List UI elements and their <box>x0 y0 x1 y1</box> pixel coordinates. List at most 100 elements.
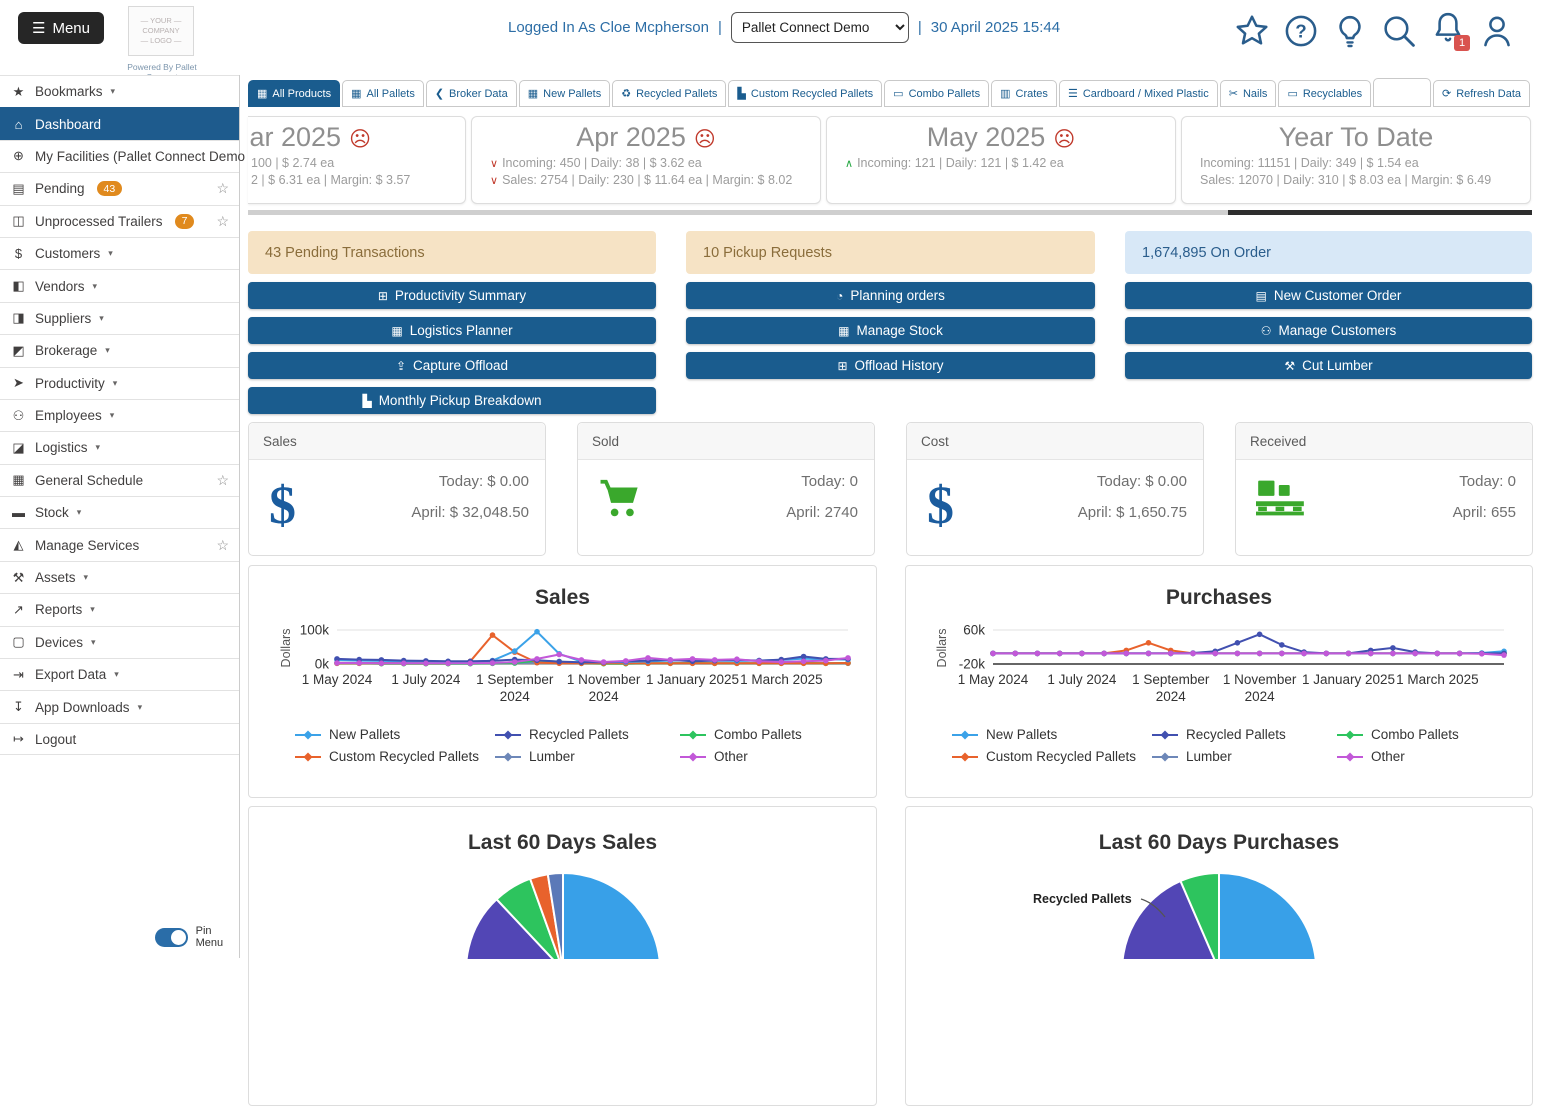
logo-line: — YOUR — <box>140 16 182 26</box>
share-icon: ❮ <box>434 88 445 100</box>
sidebar-item-customers[interactable]: $ Customers ▾ <box>0 236 239 269</box>
stat-card-values: Today: $ 0.00 April: $ 32,048.50 <box>411 473 529 521</box>
tab-recycled-pallets[interactable]: ♻ Recycled Pallets <box>612 80 727 107</box>
sidebar-item-label: Reports <box>35 602 83 618</box>
month-card-stat-line: Sales: 12070 | Daily: 310 | $ 8.03 ea | … <box>1182 173 1530 187</box>
sidebar-item-label: Unprocessed Trailers <box>35 213 163 229</box>
tab-all-products[interactable]: ▦ All Products <box>248 80 341 107</box>
legend-item-new-pallets[interactable]: New Pallets <box>295 727 495 742</box>
tab-cardboard-mixed-plastic[interactable]: ☰ Cardboard / Mixed Plastic <box>1058 80 1218 107</box>
sidebar-item-pending[interactable]: ▤ Pending 43 ☆ <box>0 172 239 204</box>
alert-banner-43-pending-transactions[interactable]: 43 Pending Transactions <box>248 231 656 274</box>
notifications-bell-icon[interactable] <box>1430 8 1466 48</box>
stat-line-text: Incoming: 11151 | Daily: 349 | $ 1.54 ea <box>1200 156 1419 170</box>
count-badge: 7 <box>174 213 195 229</box>
legend-item-recycled-pallets[interactable]: Recycled Pallets <box>495 727 680 742</box>
tab-broker-data[interactable]: ❮ Broker Data <box>425 80 517 107</box>
new-customer-order-button[interactable]: ▤ New Customer Order <box>1125 282 1532 309</box>
pin-menu-label: Pin Menu <box>195 925 224 949</box>
invoice-icon: ▤ <box>1255 288 1267 303</box>
legend-item-other[interactable]: Other <box>680 749 865 764</box>
refresh-data-tab[interactable]: ⟳ Refresh Data <box>1432 80 1530 107</box>
productivity-summary-button[interactable]: ⊞ Productivity Summary <box>248 282 656 309</box>
logistics-planner-button[interactable]: ▦ Logistics Planner <box>248 317 656 344</box>
sidebar-item-label: My Facilities (Pallet Connect Demo ) <box>35 148 254 164</box>
menu-button[interactable]: ☰ Menu <box>18 12 104 44</box>
sidebar-item-unprocessed-trailers[interactable]: ◫ Unprocessed Trailers 7 ☆ <box>0 204 239 237</box>
sidebar-item-label: Logistics <box>35 440 88 456</box>
facility-select[interactable]: Pallet Connect Demo <box>730 12 909 43</box>
tab-nails[interactable]: ✂ Nails <box>1219 80 1277 107</box>
sidebar-item-suppliers[interactable]: ◨ Suppliers ▾ <box>0 301 239 334</box>
sidebar-item-label: Customers <box>35 246 101 262</box>
sidebar-item-stock[interactable]: ▬ Stock ▾ <box>0 496 239 528</box>
sidebar-item-label: Dashboard <box>35 116 102 132</box>
user-profile-icon[interactable] <box>1479 11 1515 51</box>
month-summary-row: Mar 2025 ☹ 100 | $ 2.74 ea 2 | $ 6.31 ea | … <box>248 116 1532 204</box>
button-label: Productivity Summary <box>394 288 527 303</box>
sidebar-item-logout[interactable]: ↦ Logout <box>0 722 239 756</box>
alert-banner-10-pickup-requests[interactable]: 10 Pickup Requests <box>686 231 1095 274</box>
sales-line-chart: 100k 0k Dollars 1 May 2024 1 July 2024 1 Sept… <box>279 623 851 704</box>
favorite-star-icon[interactable]: ☆ <box>216 212 229 229</box>
sidebar-item-vendors[interactable]: ◧ Vendors ▾ <box>0 269 239 301</box>
favorites-star-icon[interactable] <box>1234 11 1270 51</box>
cut-lumber-button[interactable]: ⚒ Cut Lumber <box>1125 352 1532 379</box>
legend-item-new-pallets[interactable]: New Pallets <box>952 727 1152 742</box>
manage-stock-button[interactable]: ▦ Manage Stock <box>686 317 1095 344</box>
sidebar-item-productivity[interactable]: ➤ Productivity ▾ <box>0 366 239 399</box>
svg-text:1 January 2025: 1 January 2025 <box>1302 672 1395 687</box>
sidebar-item-assets[interactable]: ⚒ Assets ▾ <box>0 560 239 593</box>
planning-orders-button[interactable]: ◔ Planning orders <box>686 282 1095 309</box>
sidebar-item-devices[interactable]: ▢ Devices ▾ <box>0 625 239 658</box>
sidebar-item-brokerage[interactable]: ◩ Brokerage ▾ <box>0 334 239 366</box>
tab-crates[interactable]: ▥ Crates <box>991 80 1057 107</box>
tab-label: Recycled Pallets <box>636 87 718 100</box>
help-icon[interactable]: ? <box>1283 11 1319 51</box>
sidebar-item-manage-services[interactable]: ◭ Manage Services ☆ <box>0 528 239 560</box>
sidebar-item-app-downloads[interactable]: ↧ App Downloads ▾ <box>0 690 239 722</box>
favorite-star-icon[interactable]: ☆ <box>216 180 229 197</box>
pin-menu-toggle[interactable] <box>155 927 188 947</box>
favorite-star-icon[interactable]: ☆ <box>216 536 229 553</box>
legend-item-lumber[interactable]: Lumber <box>495 749 680 764</box>
manage-customers-button[interactable]: ⚇ Manage Customers <box>1125 317 1532 344</box>
sidebar-item-bookmarks[interactable]: ★ Bookmarks ▾ <box>0 75 239 107</box>
caret-down-icon: ▾ <box>108 248 113 259</box>
legend-item-lumber[interactable]: Lumber <box>1152 749 1337 764</box>
alert-banner-1-674-895-on-order[interactable]: 1,674,895 On Order <box>1125 231 1532 274</box>
month-card-title-text: Apr 2025 <box>576 122 686 152</box>
svg-text:0k: 0k <box>314 657 329 672</box>
sidebar-item-logistics[interactable]: ◪ Logistics ▾ <box>0 431 239 463</box>
tab-all-pallets[interactable]: ▦ All Pallets <box>342 80 424 107</box>
tab-recyclables[interactable]: ▭ Recyclables <box>1278 80 1372 107</box>
sidebar-item-general-schedule[interactable]: ▦ General Schedule ☆ <box>0 463 239 496</box>
legend-item-combo-pallets[interactable]: Combo Pallets <box>1337 727 1522 742</box>
scrollbar-thumb[interactable] <box>1228 210 1532 215</box>
tab-custom-recycled-pallets[interactable]: ▙ Custom Recycled Pallets <box>728 80 883 107</box>
sidebar-item-employees[interactable]: ⚇ Employees ▾ <box>0 398 239 431</box>
legend-item-combo-pallets[interactable]: Combo Pallets <box>680 727 865 742</box>
offload-history-button[interactable]: ⊞ Offload History <box>686 352 1095 379</box>
sidebar-item-export-data[interactable]: ⇥ Export Data ▾ <box>0 658 239 690</box>
monthly-pickup-breakdown-button[interactable]: ▙ Monthly Pickup Breakdown <box>248 387 656 414</box>
sidebar-item-dashboard[interactable]: ⌂ Dashboard <box>0 107 239 140</box>
favorite-star-icon[interactable]: ☆ <box>216 471 229 488</box>
trailer-icon: ◫ <box>12 213 25 229</box>
hamburger-icon: ☰ <box>32 20 46 37</box>
tab-new-pallets[interactable]: ▦ New Pallets <box>518 80 611 107</box>
legend-item-custom-recycled-pallets[interactable]: Custom Recycled Pallets <box>295 749 495 764</box>
search-icon[interactable] <box>1381 11 1417 51</box>
ideas-lightbulb-icon[interactable] <box>1332 11 1368 51</box>
capture-offload-button[interactable]: ⇪ Capture Offload <box>248 352 656 379</box>
button-label: Cut Lumber <box>1302 358 1373 373</box>
legend-item-recycled-pallets[interactable]: Recycled Pallets <box>1152 727 1337 742</box>
sidebar-item-reports[interactable]: ↗ Reports ▾ <box>0 593 239 625</box>
legend-item-other[interactable]: Other <box>1337 749 1522 764</box>
tab-label: Cardboard / Mixed Plastic <box>1082 87 1209 100</box>
legend-item-custom-recycled-pallets[interactable]: Custom Recycled Pallets <box>952 749 1152 764</box>
sidebar-item-my-facilities-pallet-connect-demo[interactable]: ⊕My Facilities (Pallet Connect Demo )▾ <box>0 139 266 172</box>
tab-combo-pallets[interactable]: ▭ Combo Pallets <box>884 80 990 107</box>
pie-slice-new-pallets <box>561 871 660 959</box>
action-column-2: 10 Pickup Requests ◔ Planning orders ▦ Manag… <box>686 231 1095 379</box>
